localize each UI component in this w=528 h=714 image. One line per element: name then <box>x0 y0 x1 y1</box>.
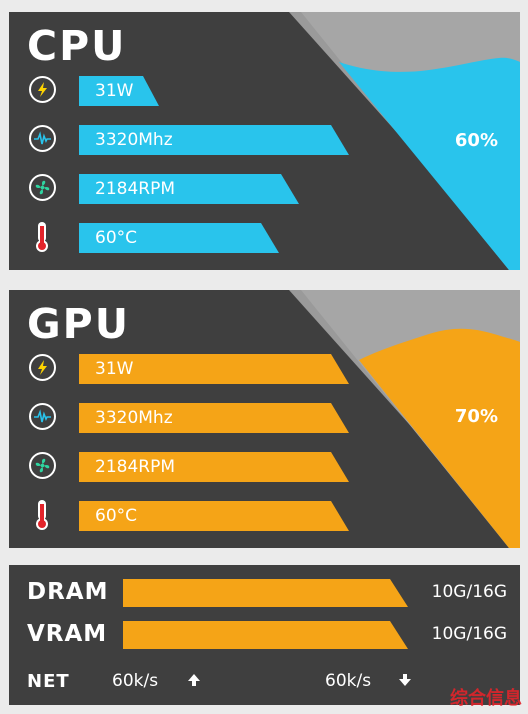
fan-icon <box>29 174 56 201</box>
memory-panel: DRAM 10G/16G VRAM 10G/16G NET 60k/s 60k/… <box>9 565 520 705</box>
cpu-usage-graph <box>289 12 520 270</box>
frequency-icon <box>29 125 56 152</box>
gpu-power-row: 31W <box>27 352 367 386</box>
gpu-temperature-row: 60°C <box>27 499 367 533</box>
vram-label: VRAM <box>27 621 108 647</box>
arrow-up-icon <box>188 674 200 686</box>
net-download-value: 60k/s <box>325 671 372 691</box>
gpu-frequency-row: 3320Mhz <box>27 401 367 435</box>
cpu-temperature-row: 60°C <box>27 221 367 255</box>
gpu-fan-value: 2184RPM <box>95 457 175 477</box>
gpu-usage-percent: 70% <box>454 406 498 427</box>
gpu-temperature-value: 60°C <box>95 506 138 526</box>
frequency-icon <box>29 403 56 430</box>
cpu-power-row: 31W <box>27 74 367 108</box>
vram-value: 10G/16G <box>431 624 507 644</box>
power-icon <box>29 354 56 381</box>
cpu-usage-percent: 60% <box>454 130 498 151</box>
thermometer-icon <box>29 222 56 252</box>
power-icon <box>29 76 56 103</box>
vram-row: VRAM 10G/16G <box>27 619 507 649</box>
arrow-down-icon <box>399 674 411 686</box>
cpu-panel: CPU 60% 31W 3320Mhz <box>9 12 520 270</box>
gpu-usage-graph <box>289 290 520 548</box>
net-label: NET <box>27 671 70 692</box>
cpu-title: CPU <box>27 22 127 70</box>
cpu-fan-row: 2184RPM <box>27 172 367 206</box>
gpu-fan-row: 2184RPM <box>27 450 367 484</box>
vram-bar <box>123 621 408 649</box>
cpu-power-value: 31W <box>95 81 134 101</box>
net-upload-value: 60k/s <box>112 671 159 691</box>
gpu-frequency-value: 3320Mhz <box>95 408 173 428</box>
cpu-frequency-value: 3320Mhz <box>95 130 173 150</box>
watermark: 综合信息 <box>450 688 522 709</box>
dram-row: DRAM 10G/16G <box>27 577 507 607</box>
dram-bar <box>123 579 408 607</box>
cpu-fan-value: 2184RPM <box>95 179 175 199</box>
dram-label: DRAM <box>27 579 109 605</box>
cpu-temperature-value: 60°C <box>95 228 138 248</box>
gpu-power-value: 31W <box>95 359 134 379</box>
gpu-title: GPU <box>27 300 130 348</box>
gpu-panel: GPU 70% 31W 3320Mhz <box>9 290 520 548</box>
thermometer-icon <box>29 500 56 530</box>
cpu-frequency-row: 3320Mhz <box>27 123 367 157</box>
dram-value: 10G/16G <box>431 582 507 602</box>
fan-icon <box>29 452 56 479</box>
